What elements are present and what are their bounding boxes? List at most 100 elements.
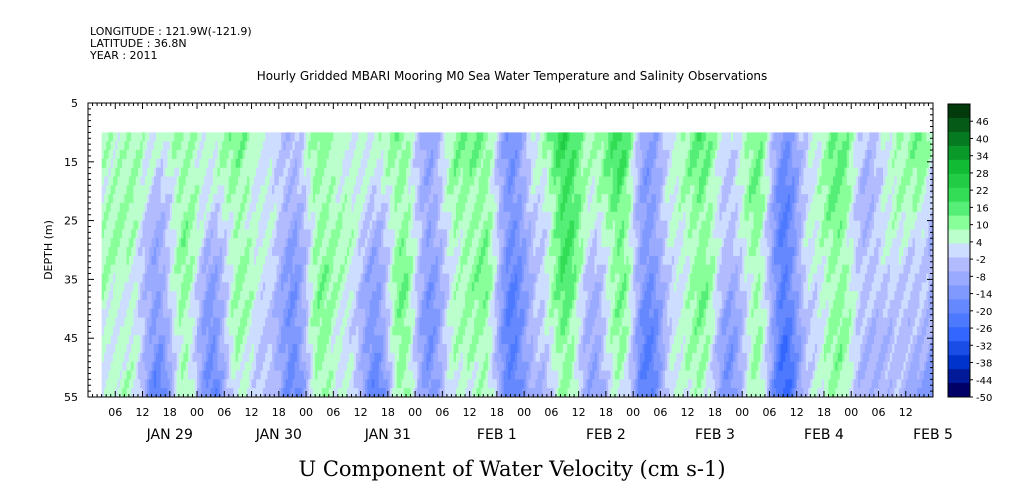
heatmap-cell [208, 379, 212, 389]
heatmap-cell [387, 273, 391, 283]
heatmap-cell [219, 229, 223, 239]
heatmap-cell [371, 150, 375, 160]
heatmap-cell [278, 211, 282, 221]
heatmap-cell [106, 326, 109, 336]
heatmap-cell [335, 220, 339, 230]
heatmap-cell [153, 194, 157, 204]
heatmap-cell [301, 379, 305, 389]
heatmap-cell [467, 282, 471, 292]
heatmap-cell [156, 229, 159, 239]
heatmap-cell [296, 150, 300, 160]
heatmap-cell [292, 291, 296, 301]
heatmap-cell [292, 317, 296, 327]
heatmap-cell [383, 167, 386, 177]
heatmap-cell [140, 247, 143, 257]
heatmap-cell [112, 132, 116, 142]
heatmap-cell [192, 308, 196, 319]
heatmap-cell [426, 379, 430, 389]
heatmap-cell [240, 150, 243, 160]
heatmap-cell [408, 361, 411, 371]
heatmap-cell [328, 335, 332, 345]
heatmap-cell [303, 273, 307, 283]
heatmap-cell [165, 264, 168, 274]
heatmap-cell [103, 132, 107, 142]
heatmap-cell [262, 220, 266, 230]
heatmap-cell [431, 150, 434, 160]
heatmap-cell [240, 194, 243, 204]
heatmap-cell [108, 132, 112, 142]
heatmap-cell [408, 291, 411, 301]
heatmap-cell [233, 317, 237, 327]
heatmap-cell [442, 282, 446, 292]
heatmap-cell [215, 132, 218, 142]
heatmap-cell [392, 167, 396, 177]
heatmap-cell [394, 211, 398, 221]
heatmap-cell [362, 229, 366, 239]
heatmap-cell [399, 255, 402, 266]
heatmap-cell [328, 370, 332, 380]
heatmap-cell [346, 150, 350, 160]
heatmap-cell [242, 370, 246, 380]
heatmap-cell [108, 238, 112, 248]
heatmap-cell [262, 185, 266, 195]
heatmap-cell [446, 291, 450, 301]
heatmap-cell [390, 255, 393, 266]
heatmap-cell [478, 176, 482, 186]
heatmap-cell [219, 167, 223, 177]
heatmap-cell [197, 317, 200, 327]
heatmap-cell [446, 247, 450, 257]
heatmap-cell [274, 176, 277, 186]
heatmap-cell [267, 299, 271, 310]
heatmap-cell [385, 202, 389, 213]
heatmap-cell [249, 255, 252, 266]
heatmap-cell [296, 308, 300, 319]
heatmap-cell [267, 229, 271, 239]
heatmap-cell [476, 335, 480, 345]
heatmap-cell [231, 273, 234, 283]
heatmap-cell [153, 361, 157, 371]
heatmap-cell [387, 291, 391, 301]
heatmap-cell [315, 317, 318, 327]
heatmap-cell [406, 264, 409, 274]
heatmap-cell [210, 220, 214, 230]
heatmap-cell [269, 194, 273, 204]
heatmap-cell [160, 308, 164, 319]
heatmap-cell [328, 247, 332, 257]
heatmap-cell [187, 185, 191, 195]
heatmap-cell [247, 247, 250, 257]
heatmap-cell [242, 185, 246, 195]
heatmap-cell [126, 202, 130, 213]
heatmap-cell [294, 299, 298, 310]
heatmap-cell [190, 185, 193, 195]
heatmap-cell [317, 379, 321, 389]
heatmap-cell [351, 282, 355, 292]
heatmap-cell [381, 335, 384, 345]
heatmap-cell [460, 388, 464, 398]
heatmap-cell [158, 282, 162, 292]
heatmap-cell [169, 211, 173, 221]
heatmap-cell [194, 220, 198, 230]
heatmap-cell [442, 194, 446, 204]
heatmap-cell [158, 308, 162, 319]
heatmap-cell [140, 317, 143, 327]
heatmap-cell [296, 229, 300, 239]
heatmap-cell [140, 291, 143, 301]
heatmap-cell [197, 299, 200, 310]
heatmap-cell [237, 388, 241, 398]
heatmap-cell [340, 255, 343, 266]
heatmap-cell [453, 379, 457, 389]
heatmap-cell [185, 291, 189, 301]
heatmap-cell [403, 176, 407, 186]
heatmap-cell [156, 326, 159, 336]
heatmap-cell [410, 132, 414, 142]
heatmap-cell [260, 370, 264, 380]
heatmap-cell [235, 282, 239, 292]
heatmap-cell [435, 238, 439, 248]
heatmap-cell [299, 379, 302, 389]
heatmap-cell [115, 317, 118, 327]
heatmap-cell [374, 185, 377, 195]
heatmap-cell [233, 335, 237, 345]
heatmap-cell [199, 264, 202, 274]
heatmap-cell [419, 167, 423, 177]
heatmap-cell [140, 299, 143, 310]
